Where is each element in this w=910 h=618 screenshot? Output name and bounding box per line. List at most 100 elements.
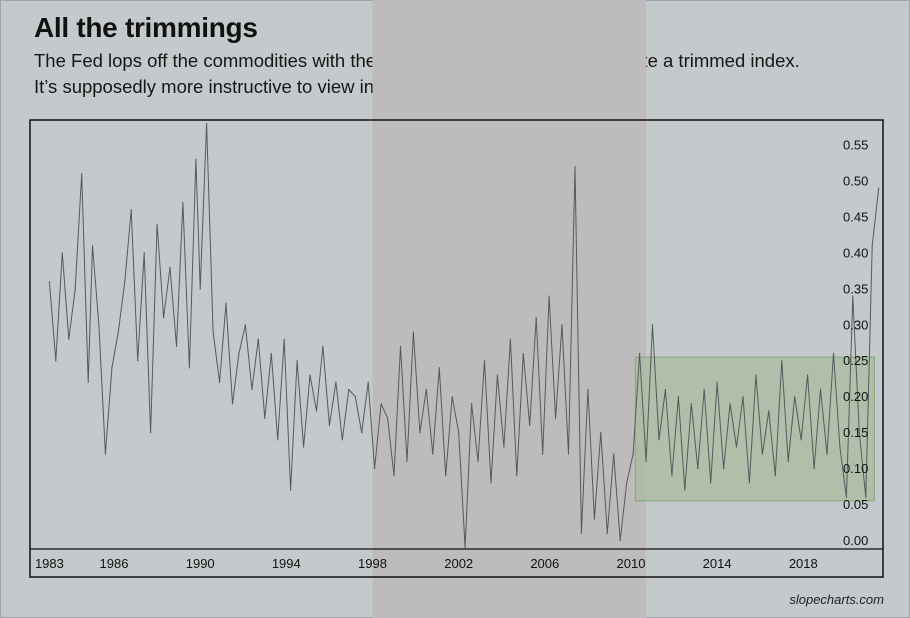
data-point xyxy=(735,446,738,448)
x-tick-label: 1983 xyxy=(35,556,64,571)
data-point xyxy=(819,388,822,391)
data-point xyxy=(195,158,197,161)
series-layer xyxy=(48,123,880,549)
data-point xyxy=(503,446,505,448)
data-point xyxy=(361,432,363,434)
data-point xyxy=(315,410,318,412)
data-point xyxy=(328,424,330,426)
data-point xyxy=(509,338,511,340)
data-point xyxy=(542,453,544,455)
data-point xyxy=(251,388,253,391)
data-point xyxy=(91,245,94,247)
data-point xyxy=(335,381,337,383)
data-point xyxy=(593,518,596,520)
y-tick-label: 0.35 xyxy=(843,281,868,296)
x-axis-ticks: 1983 1986 1990 1994 1998 2002 2006 2010 2014 2018 xyxy=(35,556,818,571)
y-tick-label: 0.10 xyxy=(843,461,868,476)
plot-frame xyxy=(29,119,884,578)
source-credit: slopecharts.com xyxy=(789,592,884,607)
data-point xyxy=(458,432,460,434)
data-point xyxy=(748,482,751,484)
data-point xyxy=(68,338,70,340)
data-point xyxy=(425,388,427,391)
data-point xyxy=(354,396,356,398)
data-point xyxy=(212,331,214,333)
data-point xyxy=(845,496,848,498)
data-point xyxy=(742,396,744,398)
y-tick-label: 0.15 xyxy=(843,425,868,440)
data-point xyxy=(626,482,628,484)
data-point xyxy=(580,532,583,534)
y-tick-label: 0.50 xyxy=(843,174,868,189)
data-point xyxy=(697,467,699,470)
y-tick-label: 0.55 xyxy=(843,138,868,153)
y-tick-label: 0.40 xyxy=(843,245,868,260)
data-point xyxy=(111,367,113,369)
data-point xyxy=(61,252,63,254)
data-point xyxy=(755,374,757,376)
data-point xyxy=(98,324,100,326)
data-point xyxy=(296,360,298,362)
data-point xyxy=(406,460,408,462)
y-tick-label: 0.05 xyxy=(843,497,868,512)
data-point xyxy=(219,381,221,383)
data-point xyxy=(175,345,178,347)
x-tick-label: 1998 xyxy=(358,556,387,571)
data-point xyxy=(74,288,76,290)
y-tick-label: 0.30 xyxy=(843,317,868,332)
data-point xyxy=(548,295,550,297)
data-point xyxy=(813,467,815,470)
data-point xyxy=(188,367,190,369)
x-tick-label: 2006 xyxy=(530,556,559,571)
data-point xyxy=(710,482,712,484)
data-point xyxy=(303,446,305,448)
data-point xyxy=(412,331,414,333)
data-point xyxy=(380,403,382,405)
data-point xyxy=(150,432,152,434)
data-point xyxy=(535,317,537,319)
y-axis-ticks: 0.00 0.05 0.10 0.15 0.20 0.25 0.30 0.35 0.40 0.45… xyxy=(843,138,868,548)
data-point xyxy=(794,396,796,398)
data-point xyxy=(399,345,402,347)
data-point xyxy=(826,453,828,455)
data-point xyxy=(471,403,473,405)
data-point xyxy=(270,352,272,355)
data-point xyxy=(104,453,106,455)
data-point xyxy=(619,539,621,542)
chart-title: All the trimmings xyxy=(34,12,258,43)
data-point xyxy=(787,460,789,462)
data-point xyxy=(768,410,770,412)
data-point xyxy=(684,489,686,491)
data-point xyxy=(561,324,563,326)
data-point xyxy=(606,532,608,534)
data-point xyxy=(600,432,602,434)
data-point xyxy=(690,403,692,405)
data-point xyxy=(632,453,634,455)
data-point xyxy=(169,266,171,268)
data-point xyxy=(231,403,234,405)
data-point xyxy=(555,417,557,419)
data-point xyxy=(716,381,718,383)
data-point xyxy=(322,345,324,347)
data-point xyxy=(199,288,201,290)
x-tick-label: 1986 xyxy=(100,556,129,571)
data-point xyxy=(658,439,660,441)
data-point xyxy=(464,547,466,549)
y-tick-label: 0.00 xyxy=(843,533,868,548)
data-point xyxy=(387,417,389,419)
data-point xyxy=(283,338,285,340)
data-point xyxy=(671,475,673,477)
data-point xyxy=(445,475,447,477)
data-point xyxy=(832,352,835,355)
data-point xyxy=(264,417,266,419)
data-point xyxy=(761,453,764,455)
y-tick-label: 0.25 xyxy=(843,353,868,368)
data-point xyxy=(522,352,524,355)
data-point xyxy=(348,388,350,391)
shaded-period-band xyxy=(372,0,647,618)
data-point xyxy=(645,460,647,462)
data-point xyxy=(839,446,841,448)
data-point xyxy=(206,123,208,125)
data-point xyxy=(367,381,369,383)
